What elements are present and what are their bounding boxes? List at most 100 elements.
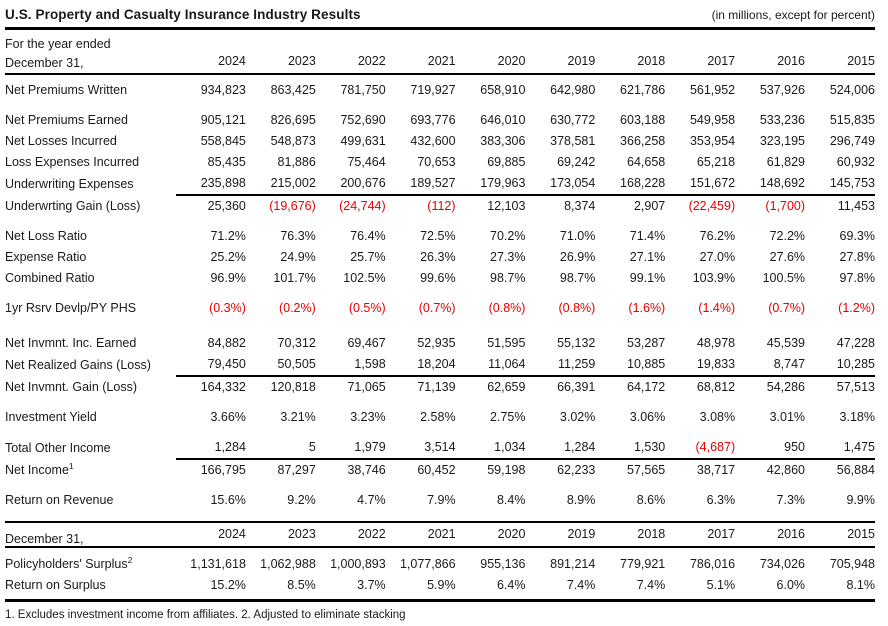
cell-value: 658,910 (480, 83, 526, 97)
row-spacer (5, 481, 875, 490)
row-label: Net Loss Ratio (5, 229, 87, 243)
cell-value: 934,823 (200, 83, 246, 97)
cell-value: 630,772 (550, 113, 596, 127)
year-column-header: 2023 (287, 527, 316, 541)
cell-value: 47,228 (836, 336, 875, 350)
cell-value: 9.9% (846, 493, 876, 507)
cell-value: 561,952 (689, 83, 736, 97)
cell-value: 69,885 (487, 155, 526, 169)
cell-value: 164,332 (200, 380, 246, 394)
cell-value: 353,954 (689, 134, 736, 148)
row-label: Policyholders' Surplus2 (5, 554, 133, 571)
cell-value: 189,527 (385, 173, 456, 196)
cell-value: 76.2% (699, 229, 736, 243)
cell-value: 27.8% (839, 250, 875, 264)
cell-value: 26.3% (420, 250, 456, 264)
year-column-header: 2021 (427, 527, 456, 541)
cell-value: 97.8% (839, 271, 875, 285)
surplus-year-header-row: December 31, 2024 2023 2022 2021 2020 2019 201… (5, 522, 875, 547)
cell-value: (0.8%) (558, 301, 596, 315)
cell-value: 26.9% (559, 250, 596, 264)
cell-value: 168,228 (595, 173, 666, 196)
cell-value: 524,006 (829, 83, 875, 97)
cell-value: 1,034 (455, 437, 526, 460)
cell-value: 173,054 (525, 173, 596, 196)
row-spacer (5, 289, 875, 298)
cell-value: 50,505 (245, 354, 316, 377)
cell-value: 1,475 (805, 437, 875, 460)
footnote-marker: 2 (127, 554, 133, 565)
row-spacer (5, 319, 875, 333)
cell-value: 85,435 (207, 155, 246, 169)
cell-value: 533,236 (759, 113, 806, 127)
cell-value: 3.06% (629, 410, 666, 424)
row-label: Net Invmnt. Inc. Earned (5, 336, 137, 350)
cell-value: 7.3% (776, 493, 806, 507)
cell-value: 27.0% (699, 250, 736, 264)
cell-value: 734,026 (759, 557, 806, 571)
cell-value: 72.2% (769, 229, 806, 243)
cell-value: 7.4% (636, 578, 666, 592)
cell-value: 84,882 (207, 336, 246, 350)
cell-value: 51,595 (487, 336, 526, 350)
cell-value: 81,886 (277, 155, 316, 169)
year-header-row: For the year ended December 31, 2024 2023… (5, 30, 875, 74)
cell-value: 75,464 (347, 155, 386, 169)
cell-value: 1,979 (315, 437, 386, 460)
cell-value: 323,195 (759, 134, 806, 148)
period-label-line2: December 31, (5, 56, 84, 70)
row-label: Loss Expenses Incurred (5, 155, 140, 169)
year-column-header: 2015 (847, 527, 875, 541)
table-row: Loss Expenses Incurred 85,435 81,886 75,464… (5, 152, 875, 173)
row-label: Underwrting Gain (Loss) (5, 198, 141, 213)
cell-value: 10,285 (805, 354, 875, 377)
cell-value: 5 (245, 437, 316, 460)
row-label: Underwriting Expenses (5, 176, 134, 191)
cell-value: 1,284 (525, 437, 596, 460)
table-row: Policyholders' Surplus2 1,131,618 1,062,98… (5, 547, 875, 575)
cell-value: 215,002 (245, 173, 316, 196)
cell-value: 4.7% (357, 493, 386, 507)
year-column-header: 2020 (497, 54, 526, 68)
cell-value: 102.5% (343, 271, 386, 285)
cell-value: (22,459) (688, 199, 736, 213)
table-row: Return on Revenue 15.6% 9.2% 4.7% 7.9% 8.4% 8.… (5, 490, 875, 511)
year-column-header: 2019 (567, 54, 596, 68)
cell-value: 8,374 (564, 199, 596, 213)
cell-value: (112) (427, 199, 456, 213)
cell-value: 8.4% (496, 493, 526, 507)
row-label: Net Losses Incurred (5, 134, 117, 148)
table-row: Total Other Income 1,284 5 1,979 3,514 1,034 1… (5, 437, 875, 460)
cell-value: 3,514 (385, 437, 456, 460)
page-title: U.S. Property and Casualty Insurance Ind… (5, 7, 361, 22)
row-label: Net Invmnt. Gain (Loss) (5, 379, 137, 394)
cell-value: 1,077,866 (399, 557, 456, 571)
cell-value: (1.2%) (838, 301, 875, 315)
cell-value: 3.18% (839, 410, 875, 424)
cell-value: 70,312 (277, 336, 316, 350)
cell-value: 781,750 (340, 83, 386, 97)
cell-value: 9.2% (287, 493, 316, 507)
row-label: Combined Ratio (5, 271, 95, 285)
cell-value: 15.2% (210, 578, 246, 592)
cell-value: 27.1% (629, 250, 666, 264)
row-label: 1yr Rsrv Devlp/PY PHS (5, 301, 137, 315)
cell-value: 558,845 (200, 134, 246, 148)
row-label: Net Income1 (5, 460, 74, 477)
row-spacer (5, 101, 875, 110)
table-row: Underwriting Expenses 235,898 215,002 200,6… (5, 173, 875, 196)
cell-value: 42,860 (766, 463, 806, 477)
cell-value: 200,676 (315, 173, 386, 196)
cell-value: (0.7%) (418, 301, 456, 315)
year-column-header: 2018 (637, 54, 666, 68)
cell-value: 71.0% (559, 229, 596, 243)
year-column-header: 2018 (637, 527, 666, 541)
cell-value: 179,963 (455, 173, 526, 196)
cell-value: 98.7% (559, 271, 596, 285)
cell-value: 3.02% (559, 410, 596, 424)
year-column-header: 2016 (777, 54, 806, 68)
year-column-header: 2017 (707, 527, 736, 541)
year-column-header: 2024 (218, 527, 246, 541)
cell-value: 62,659 (487, 380, 526, 394)
row-label: Expense Ratio (5, 250, 87, 264)
